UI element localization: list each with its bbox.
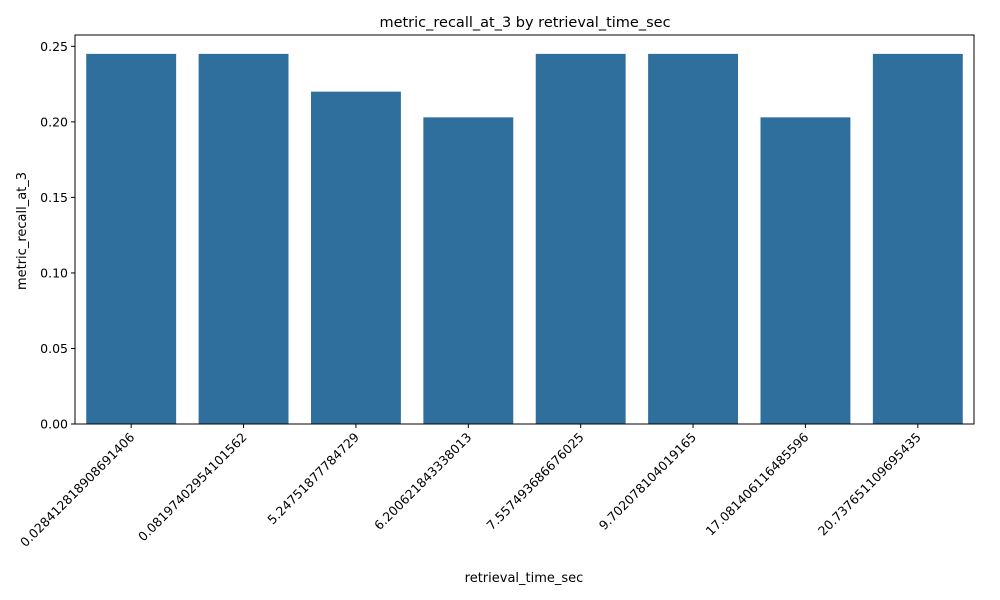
y-axis: 0.00 0.05 0.10 0.15 0.20 0.25: [40, 39, 75, 432]
plot-frame: [74, 34, 975, 425]
x-tick-label: 0.028412818908691406: [17, 429, 137, 549]
x-tick-label: 7.557493686676025: [483, 430, 586, 533]
y-axis-label: metric_recall_at_3: [15, 172, 30, 290]
y-tick-label: 0.20: [40, 114, 68, 129]
x-tick-label: 9.702078104019165: [596, 430, 699, 533]
x-tick-label: 20.737651109695435: [815, 430, 924, 539]
x-tick-label: 5.24751877784729: [264, 429, 362, 527]
x-tick-label: 0.08197402954101562: [135, 430, 250, 545]
chart-title: metric_recall_at_3 by retrieval_time_sec: [379, 15, 670, 31]
y-tick-label: 0.15: [40, 190, 68, 205]
y-tick-label: 0.25: [40, 39, 68, 54]
bar-2: [198, 53, 289, 425]
bar-series: [86, 53, 963, 425]
x-tick-label: 17.081406116485596: [703, 429, 812, 538]
y-tick-label: 0.10: [40, 265, 68, 280]
bar-4: [423, 117, 514, 425]
bar-6: [648, 53, 739, 425]
bar-5: [535, 53, 626, 425]
y-tick-label: 0.05: [40, 341, 68, 356]
bar-1: [86, 53, 177, 425]
bar-8: [872, 53, 963, 425]
bar-7: [760, 117, 851, 425]
y-tick-label: 0.00: [40, 417, 68, 432]
bar-3: [310, 91, 401, 424]
x-tick-label: 6.200621843338013: [371, 430, 474, 533]
x-axis-label: retrieval_time_sec: [465, 571, 584, 586]
